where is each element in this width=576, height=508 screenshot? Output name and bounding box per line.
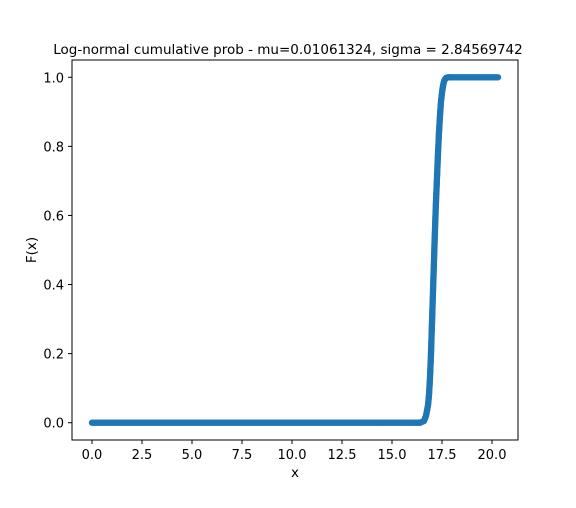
x-tick-label: 2.5 — [132, 448, 153, 463]
x-tick-label: 5.0 — [182, 448, 203, 463]
y-tick-label: 0.6 — [43, 209, 64, 224]
y-axis-label: F(x) — [24, 237, 40, 263]
data-point — [494, 74, 502, 81]
chart-title: Log-normal cumulative prob - mu=0.010613… — [53, 42, 522, 58]
plot-frame — [71, 59, 519, 441]
x-tick-label: 0.0 — [82, 448, 103, 463]
x-tick-label: 15.0 — [378, 448, 407, 463]
x-axis: 0.0 2.5 5.0 7.5 10.0 12.5 15.0 17.5 20.0 — [82, 440, 507, 463]
x-tick-label: 7.5 — [232, 448, 253, 463]
y-tick-label: 0.8 — [43, 140, 64, 155]
x-tick-label: 12.5 — [328, 448, 357, 463]
data-markers — [88, 74, 502, 426]
y-tick-label: 0.2 — [43, 348, 64, 363]
y-tick-label: 0.0 — [43, 417, 64, 432]
y-tick-label: 1.0 — [43, 71, 64, 86]
x-tick-label: 20.0 — [478, 448, 507, 463]
x-axis-label: x — [291, 465, 299, 481]
x-tick-label: 17.5 — [428, 448, 457, 463]
y-axis: 0.0 0.2 0.4 0.6 0.8 1.0 — [43, 71, 72, 432]
x-tick-label: 10.0 — [278, 448, 307, 463]
y-tick-label: 0.4 — [43, 279, 64, 294]
